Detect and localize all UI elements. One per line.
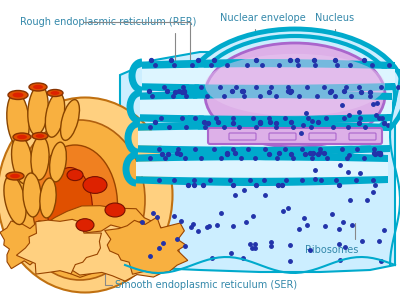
Ellipse shape bbox=[205, 43, 385, 147]
Ellipse shape bbox=[12, 136, 32, 184]
Text: Smooth endoplasmic reticulum (SER): Smooth endoplasmic reticulum (SER) bbox=[115, 271, 297, 290]
Polygon shape bbox=[16, 219, 102, 274]
Polygon shape bbox=[142, 59, 395, 69]
Text: Rough endoplasmic reticulum (RER): Rough endoplasmic reticulum (RER) bbox=[20, 17, 196, 69]
Polygon shape bbox=[140, 114, 392, 124]
Polygon shape bbox=[105, 217, 188, 274]
Ellipse shape bbox=[32, 145, 118, 265]
Ellipse shape bbox=[45, 93, 65, 137]
Ellipse shape bbox=[60, 100, 80, 140]
Ellipse shape bbox=[205, 54, 385, 116]
Ellipse shape bbox=[6, 172, 24, 180]
Ellipse shape bbox=[195, 36, 395, 154]
Ellipse shape bbox=[105, 203, 125, 217]
Ellipse shape bbox=[50, 142, 66, 182]
Ellipse shape bbox=[40, 178, 56, 218]
Polygon shape bbox=[142, 67, 395, 85]
Polygon shape bbox=[138, 145, 390, 155]
Ellipse shape bbox=[4, 176, 26, 224]
Polygon shape bbox=[138, 129, 390, 147]
Ellipse shape bbox=[0, 98, 172, 292]
Ellipse shape bbox=[23, 173, 41, 217]
Ellipse shape bbox=[185, 29, 400, 161]
Ellipse shape bbox=[83, 177, 107, 194]
Ellipse shape bbox=[8, 91, 28, 100]
Polygon shape bbox=[136, 152, 388, 162]
Text: Nuclear envelope: Nuclear envelope bbox=[220, 13, 306, 50]
Ellipse shape bbox=[33, 85, 43, 89]
Ellipse shape bbox=[17, 135, 27, 139]
Polygon shape bbox=[120, 52, 395, 272]
Polygon shape bbox=[66, 221, 184, 281]
Polygon shape bbox=[0, 221, 65, 269]
Ellipse shape bbox=[67, 169, 83, 181]
Ellipse shape bbox=[31, 136, 49, 180]
Ellipse shape bbox=[36, 134, 44, 138]
Ellipse shape bbox=[47, 89, 63, 97]
Polygon shape bbox=[142, 83, 395, 93]
Polygon shape bbox=[140, 98, 392, 116]
Ellipse shape bbox=[29, 83, 47, 91]
Ellipse shape bbox=[76, 219, 94, 231]
Ellipse shape bbox=[50, 91, 59, 95]
Ellipse shape bbox=[7, 93, 29, 147]
Polygon shape bbox=[140, 90, 392, 100]
FancyBboxPatch shape bbox=[229, 133, 256, 140]
Polygon shape bbox=[23, 206, 176, 277]
FancyBboxPatch shape bbox=[269, 133, 296, 140]
FancyBboxPatch shape bbox=[349, 133, 376, 140]
Text: Nucleus: Nucleus bbox=[315, 13, 354, 57]
Polygon shape bbox=[136, 160, 388, 178]
Ellipse shape bbox=[12, 92, 24, 98]
Ellipse shape bbox=[15, 120, 145, 280]
Ellipse shape bbox=[48, 167, 92, 253]
Ellipse shape bbox=[32, 133, 48, 140]
Ellipse shape bbox=[10, 174, 20, 178]
FancyBboxPatch shape bbox=[208, 128, 382, 144]
Ellipse shape bbox=[13, 133, 31, 141]
Text: Ribosomes: Ribosomes bbox=[305, 223, 358, 255]
Polygon shape bbox=[136, 176, 388, 186]
FancyBboxPatch shape bbox=[309, 133, 336, 140]
Ellipse shape bbox=[28, 85, 48, 135]
Polygon shape bbox=[138, 121, 390, 131]
